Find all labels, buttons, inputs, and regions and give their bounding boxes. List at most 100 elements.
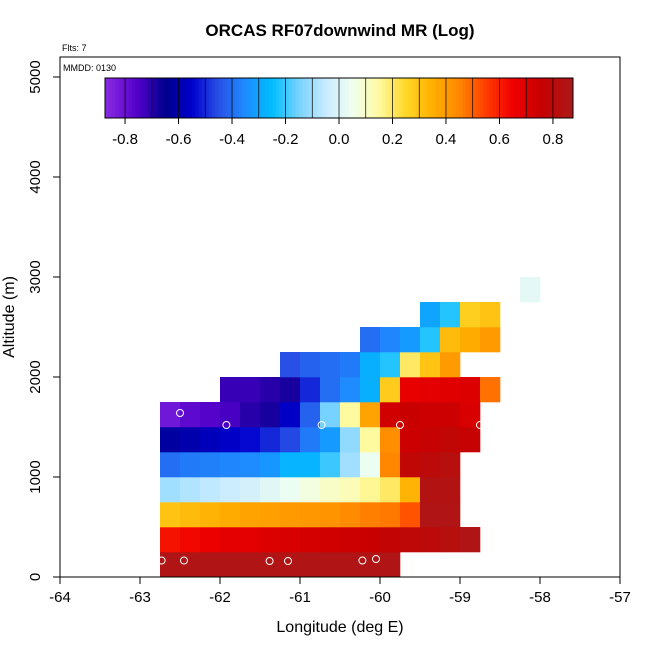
colorbar-segment bbox=[549, 78, 554, 118]
heatmap-cell bbox=[200, 402, 221, 428]
colorbar-segment bbox=[255, 78, 260, 118]
colorbar-segment bbox=[425, 78, 430, 118]
heatmap-cell bbox=[300, 452, 321, 478]
heatmap-cell bbox=[380, 527, 401, 553]
colorbar-segment bbox=[362, 78, 367, 118]
heatmap-cell bbox=[160, 527, 181, 553]
plot-frame bbox=[59, 56, 621, 578]
colorbar-segment bbox=[486, 78, 490, 118]
colorbar-segment bbox=[345, 78, 350, 118]
heatmap-cell bbox=[420, 502, 441, 528]
heatmap-cell bbox=[380, 502, 401, 528]
y-tick-label: 2000 bbox=[27, 360, 44, 393]
x-tick-label: -59 bbox=[449, 589, 471, 606]
heatmap-cell bbox=[400, 327, 421, 353]
heatmap-cell bbox=[460, 427, 481, 453]
heatmap-cell bbox=[420, 377, 441, 403]
heatmap-cell bbox=[400, 527, 421, 553]
colorbar-segment bbox=[489, 78, 494, 118]
colorbar-segment bbox=[419, 78, 424, 118]
x-tick-label: -60 bbox=[369, 589, 391, 606]
heatmap-cell bbox=[260, 402, 281, 428]
colorbar-segment bbox=[349, 78, 353, 118]
colorbar-segment bbox=[529, 78, 534, 118]
heatmap-cell bbox=[340, 427, 361, 453]
heatmap-cell bbox=[280, 477, 301, 503]
colorbar-segment bbox=[569, 78, 574, 118]
heatmap-cell bbox=[180, 427, 201, 453]
colorbar-segment bbox=[302, 78, 307, 118]
colorbar-segment bbox=[265, 78, 270, 118]
heatmap-cell bbox=[180, 552, 201, 578]
heatmap-cell bbox=[220, 452, 241, 478]
heatmap-cell bbox=[380, 352, 401, 378]
y-tick-label: 1000 bbox=[27, 460, 44, 493]
flight-track-points bbox=[157, 409, 530, 565]
heatmap-cell bbox=[460, 377, 481, 403]
heatmap-cell bbox=[400, 452, 421, 478]
heatmap-cell bbox=[380, 377, 401, 403]
heatmap-cell bbox=[300, 527, 321, 553]
colorbar-segment bbox=[262, 78, 266, 118]
flight-point-marker bbox=[448, 557, 456, 565]
heatmap-cell bbox=[280, 377, 301, 403]
flight-point-marker bbox=[284, 557, 292, 565]
heatmap-cell bbox=[200, 502, 221, 528]
colorbar-tick-label: 0.8 bbox=[543, 131, 564, 148]
colorbar-segment bbox=[315, 78, 320, 118]
heatmap-cell bbox=[420, 352, 441, 378]
heatmap-cell bbox=[280, 552, 301, 578]
colorbar-segment bbox=[198, 78, 203, 118]
heatmap-cell bbox=[480, 377, 501, 403]
heatmap-cell bbox=[340, 352, 361, 378]
heatmap-cell bbox=[360, 452, 381, 478]
colorbar-segment bbox=[325, 78, 330, 118]
colorbar-segment bbox=[532, 78, 537, 118]
heatmap-cell bbox=[460, 302, 481, 328]
colorbar-segment bbox=[171, 78, 176, 118]
colorbar-segment bbox=[512, 78, 517, 118]
y-axis: 0 1000 2000 3000 4000 5000 bbox=[27, 60, 60, 581]
colorbar-segment bbox=[245, 78, 250, 118]
x-tick-label: -64 bbox=[49, 589, 71, 606]
colorbar-segment bbox=[479, 78, 484, 118]
heatmap-cell bbox=[280, 427, 301, 453]
colorbar-segment bbox=[499, 78, 504, 118]
heatmap-cell bbox=[480, 327, 501, 353]
heatmap-cell bbox=[440, 402, 461, 428]
heatmap-cell bbox=[360, 402, 381, 428]
colorbar-segment bbox=[509, 78, 514, 118]
flight-point-marker bbox=[157, 556, 166, 565]
colorbar-segment bbox=[205, 78, 210, 118]
colorbar-segment bbox=[185, 78, 190, 118]
flight-point-marker bbox=[317, 421, 326, 429]
heatmap-cell bbox=[280, 452, 301, 478]
heatmap-cell bbox=[420, 427, 441, 453]
colorbar-segment bbox=[131, 78, 136, 118]
heatmap-cell bbox=[400, 352, 421, 378]
heatmap-cell bbox=[360, 427, 381, 453]
colorbar-segment bbox=[105, 78, 109, 118]
heatmap-cell bbox=[320, 477, 341, 503]
heatmap-cell bbox=[320, 552, 341, 578]
heatmap-cell bbox=[220, 502, 241, 528]
heatmap-cell bbox=[400, 502, 421, 528]
heatmap-cell bbox=[220, 402, 241, 428]
heatmap-cell bbox=[360, 502, 381, 528]
colorbar-tick-label: -0.8 bbox=[112, 131, 138, 148]
heatmap-cells bbox=[160, 277, 541, 578]
colorbar-segment bbox=[546, 78, 551, 118]
heatmap-cell bbox=[160, 502, 181, 528]
heatmap-cell bbox=[180, 477, 201, 503]
colorbar-segment bbox=[459, 78, 464, 118]
colorbar-segment bbox=[308, 78, 313, 118]
heatmap-cell bbox=[400, 427, 421, 453]
colorbar-segment bbox=[191, 78, 196, 118]
heatmap-cell bbox=[260, 502, 281, 528]
colorbar-segment bbox=[138, 78, 143, 118]
colorbar-segment bbox=[519, 78, 524, 118]
colorbar-segment bbox=[445, 78, 450, 118]
colorbar-segment bbox=[168, 78, 173, 118]
chart-title: ORCAS RF07downwind MR (Log) bbox=[205, 21, 474, 40]
heatmap-cell bbox=[520, 277, 541, 303]
